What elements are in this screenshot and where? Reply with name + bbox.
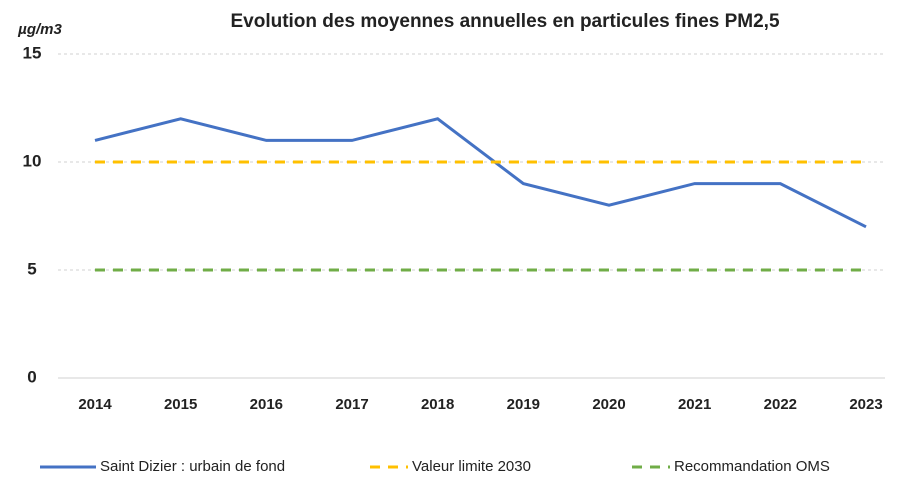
x-tick-label: 2014 (78, 396, 112, 413)
y-tick-label: 0 (27, 367, 36, 386)
x-tick-label: 2019 (507, 396, 540, 413)
y-tick-label: 15 (23, 43, 42, 62)
y-tick-label: 5 (27, 259, 36, 278)
chart-title: Evolution des moyennes annuelles en part… (230, 11, 779, 32)
x-tick-label: 2021 (678, 396, 711, 413)
y-tick-label: 10 (23, 151, 42, 170)
x-tick-label: 2018 (421, 396, 454, 413)
legend-label: Valeur limite 2030 (412, 458, 531, 475)
series-line (94, 117, 867, 229)
y-axis-unit: µg/m3 (17, 21, 62, 38)
x-tick-label: 2022 (764, 396, 797, 413)
legend-label: Saint Dizier : urbain de fond (100, 458, 285, 475)
x-tick-label: 2017 (335, 396, 368, 413)
x-tick-label: 2015 (164, 396, 197, 413)
x-tick-label: 2016 (250, 396, 283, 413)
x-tick-label: 2020 (592, 396, 625, 413)
x-tick-label: 2023 (849, 396, 882, 413)
legend-label: Recommandation OMS (674, 458, 830, 475)
